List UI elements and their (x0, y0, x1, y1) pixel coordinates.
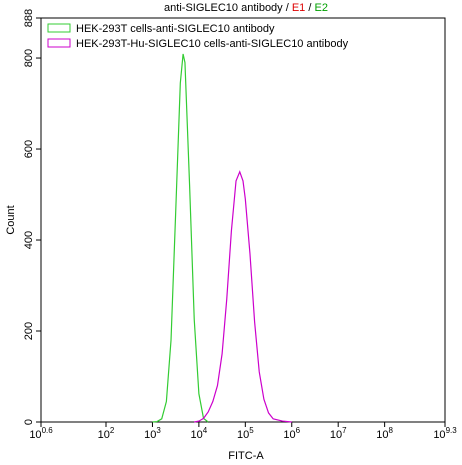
y-tick-label: 888 (23, 9, 35, 27)
x-tick-label: 108 (376, 426, 393, 441)
x-tick-base: 10 (330, 429, 342, 441)
title-part: E1 (292, 2, 305, 14)
x-tick-base: 10 (433, 429, 445, 441)
title-part: / (305, 2, 314, 14)
x-tick-label: 105 (237, 426, 254, 441)
y-tick-label: 800 (23, 49, 35, 67)
y-tick-label: 200 (23, 322, 35, 340)
x-tick-base: 10 (237, 429, 249, 441)
x-tick-base: 10 (29, 429, 41, 441)
x-tick-exponent: 6 (296, 426, 301, 435)
x-tick-base: 10 (98, 429, 110, 441)
x-tick-exponent: 2 (110, 426, 115, 435)
x-tick-base: 10 (191, 429, 203, 441)
x-tick-label: 103 (144, 426, 161, 441)
y-tick-label: 0 (23, 419, 35, 425)
chart-title: anti-SIGLEC10 antibody / E1 / E2 (164, 2, 328, 14)
series-line (152, 53, 209, 423)
plot-frame (40, 17, 446, 423)
x-tick-exponent: 3 (156, 426, 161, 435)
x-axis-label: FITC-A (228, 450, 264, 462)
x-tick-base: 10 (376, 429, 388, 441)
x-tick-label: 109.3 (433, 426, 457, 441)
legend-label: HEK-293T-Hu-SIGLEC10 cells-anti-SIGLEC10… (76, 38, 349, 50)
title-part: anti-SIGLEC10 antibody / (164, 2, 292, 14)
x-tick-exponent: 0.6 (42, 426, 54, 435)
x-tick-exponent: 7 (342, 426, 347, 435)
x-tick-exponent: 4 (203, 426, 208, 435)
y-tick-label: 400 (23, 231, 35, 249)
series-line (194, 170, 292, 423)
x-tick-label: 106 (283, 426, 300, 441)
legend-swatch (47, 23, 71, 33)
title-part: E2 (314, 2, 327, 14)
x-tick-exponent: 9.3 (446, 426, 458, 435)
x-tick-exponent: 5 (249, 426, 254, 435)
x-tick-label: 100.6 (29, 426, 53, 441)
x-tick-label: 104 (191, 426, 208, 441)
x-tick-base: 10 (283, 429, 295, 441)
y-tick-label: 600 (23, 140, 35, 158)
legend-label: HEK-293T cells-anti-SIGLEC10 antibody (76, 23, 275, 35)
legend-swatch (47, 38, 71, 48)
x-tick-base: 10 (144, 429, 156, 441)
x-tick-label: 107 (330, 426, 347, 441)
x-tick-exponent: 8 (389, 426, 394, 435)
y-axis-label: Count (5, 205, 17, 234)
x-tick-label: 102 (98, 426, 115, 441)
